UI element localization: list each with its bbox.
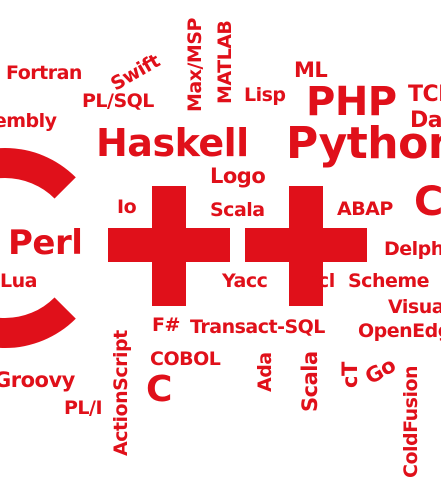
word-lua: Lua xyxy=(0,270,37,292)
word-openedge: OpenEdge xyxy=(358,320,441,342)
word-tcl: Tcl xyxy=(308,270,335,292)
word-visual: Visual xyxy=(388,296,441,318)
word-max-msp: Max/MSP xyxy=(184,18,206,112)
plus-sign-2-vertical xyxy=(289,186,323,306)
word-swift: Swift xyxy=(107,49,164,96)
word-python: Python xyxy=(286,118,441,169)
word-ada: Ada xyxy=(254,352,276,392)
word-pl-i: PL/I xyxy=(64,397,103,419)
word-go: Go xyxy=(361,352,400,390)
word-ml: ML xyxy=(294,58,328,82)
word-dart: Dart xyxy=(410,108,441,133)
word-matlab: MATLAB xyxy=(214,20,236,104)
word-c-bottom: C xyxy=(146,369,172,410)
word-f-sharp: F# xyxy=(152,314,180,336)
word-haskell: Haskell xyxy=(96,121,249,165)
word-lisp: Lisp xyxy=(244,84,286,106)
word-perl: Perl xyxy=(8,223,83,263)
word-ct: cT xyxy=(338,362,362,388)
word-logo: Logo xyxy=(210,164,266,188)
word-groovy: Groovy xyxy=(0,368,75,392)
word-pl-sql: PL/SQL xyxy=(82,90,154,112)
word-assembly: Assembly xyxy=(0,110,57,132)
word-abap: ABAP xyxy=(337,198,393,220)
word-yacc: Yacc xyxy=(222,270,268,292)
word-io: Io xyxy=(117,196,137,218)
word-scheme: Scheme xyxy=(348,270,430,292)
word-delphi: Delphi xyxy=(384,238,441,260)
word-php: PHP xyxy=(306,79,397,125)
word-scala-mid: Scala xyxy=(210,199,265,221)
plus-sign-1-vertical xyxy=(152,186,186,306)
word-cobol: COBOL xyxy=(150,348,221,370)
word-fortran: Fortran xyxy=(6,62,82,84)
word-tcl-top: TCL xyxy=(408,82,441,107)
word-scala-bottom: Scala xyxy=(298,351,322,412)
word-actionscript: ActionScript xyxy=(110,330,132,456)
word-coldfusion: ColdFusion xyxy=(400,365,422,478)
word-c-right: C xyxy=(414,179,441,225)
word-transact-sql: Transact-SQL xyxy=(190,316,325,338)
